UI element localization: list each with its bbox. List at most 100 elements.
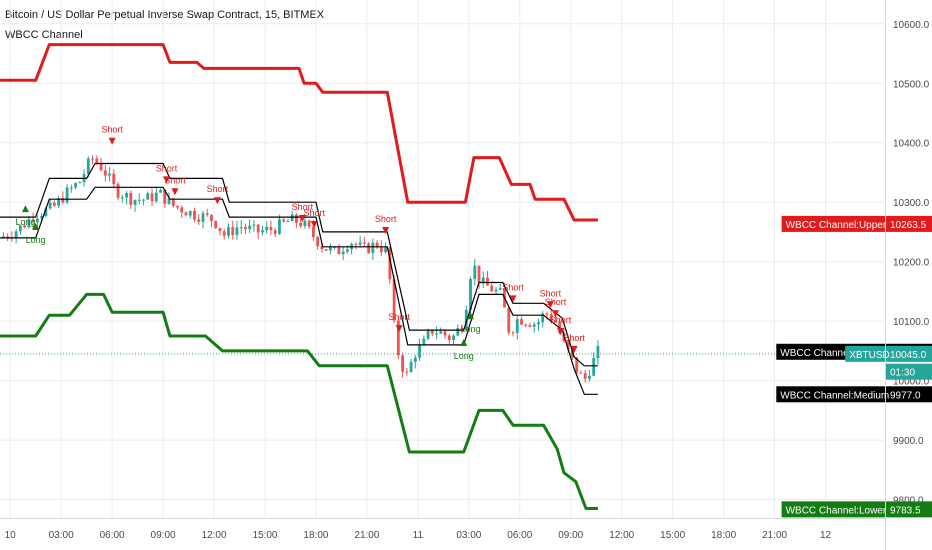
signal-label: Short [156,163,178,173]
x-tick-label: 15:00 [252,530,277,541]
signal-label: Short [563,333,585,343]
candle-body [214,220,218,228]
channel-line-upper [0,43,598,222]
candle-body [537,322,540,325]
candle-body [469,278,472,310]
signal-label: Short [375,214,397,224]
candle-body [371,242,375,253]
candle-body [477,265,481,283]
signal-label: Long [26,235,46,245]
candle-body [197,219,201,222]
candle-body [120,197,124,199]
candle-body [205,213,209,215]
candle-body [74,183,77,188]
candle-body [27,219,31,228]
short-signal: Short [563,333,585,353]
name-tag-text: WBCC Channel:Lower [786,505,887,516]
candle-body [592,357,596,376]
candle-body [146,193,150,200]
candle-body [384,247,387,253]
signal-label: Short [292,202,314,212]
long-signal: Long [454,338,474,361]
name-tag [776,386,885,403]
signal-label: Short [303,208,325,218]
value-tag-text: 9977.0 [890,390,921,401]
short-arrow-icon [509,295,517,303]
candle-body [337,246,341,255]
candle-body [596,345,600,358]
candle-body [57,198,61,206]
y-tick-label: 10300.0 [893,198,930,209]
signal-label: Long [15,217,35,227]
value-tag-text: 9783.5 [890,505,921,516]
name-tag-text: WBCC Channel:Medium [780,348,889,359]
candle-body [473,265,477,279]
candle-body [481,277,485,283]
signal-label: Short [101,125,123,135]
candle-body [282,219,286,222]
signal-label: Short [550,315,572,325]
value-tag-text: 10045.0 [890,350,927,361]
candle-body [579,372,583,374]
y-tick-label: 9800.0 [893,496,924,507]
candle-body [435,333,438,335]
candle-body [6,236,10,238]
candle-body [392,279,396,321]
candle-body [154,192,158,202]
short-signal: Short [550,315,572,336]
candle-body [99,163,103,171]
candle-body [227,227,230,236]
candle-body [295,214,298,223]
short-arrow-icon [108,137,116,145]
name-tag-text: XBTUSD [849,350,890,361]
candle-body [486,277,489,286]
short-signal: Short [388,312,410,333]
candle-body [362,242,366,244]
x-tick-label: 06:00 [100,530,125,541]
candle-body [290,214,294,222]
value-tag [886,386,932,403]
name-tag [845,345,885,362]
x-tick-label: 12 [820,530,832,541]
short-signal: Short [292,202,314,223]
candle-body [515,319,519,333]
candle-body [239,227,243,229]
x-tick-label: 11 [413,530,424,541]
candle-body [35,218,39,223]
candle-body [316,236,320,247]
short-signal: Short [375,214,397,234]
x-tick-label: 03:00 [49,530,74,541]
short-arrow-icon [557,328,565,336]
long-arrow-icon [32,222,40,230]
short-signal: Short [545,297,567,318]
candle-body [222,231,226,236]
name-tag-text: WBCC Channel:Medium [780,390,889,401]
candle-body [265,226,269,231]
candle-body [78,182,82,184]
candle-body [231,227,235,235]
signal-label: Short [388,312,410,322]
candle-body [532,324,536,327]
indicator-title[interactable]: WBCC Channel [5,29,83,41]
candle-body [31,219,35,223]
candle-body [176,205,179,208]
x-tick-label: 18:00 [711,530,736,541]
candle-body [269,226,273,231]
value-tag [886,345,932,362]
candle-body [137,199,141,201]
value-tag [886,215,932,232]
signal-label: Long [454,351,474,361]
signal-label: Short [545,297,567,307]
y-tick-label: 10400.0 [893,139,930,150]
x-tick-label: 21:00 [762,530,787,541]
short-arrow-icon [171,188,179,196]
candle-body [379,246,383,253]
candle-body [541,313,545,323]
candle-body [312,226,315,237]
short-arrow-icon [162,176,170,184]
candle-body [286,221,290,223]
long-arrow-icon [21,205,29,213]
candle-body [375,242,379,247]
candle-body [193,210,196,220]
